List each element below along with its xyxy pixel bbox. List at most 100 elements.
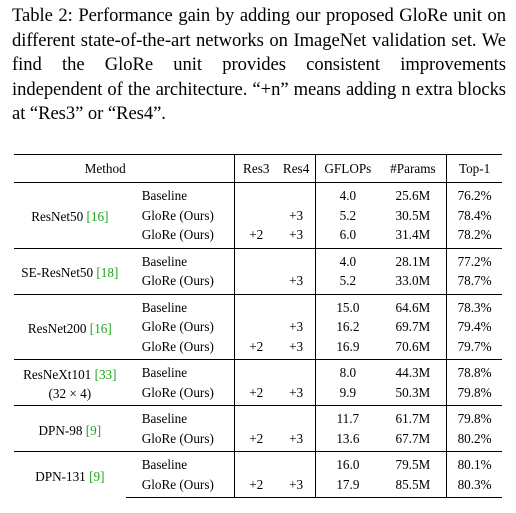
table-group: DPN-131 [9] Baseline 16.0 79.5M 80.1% GloRe (… [14,451,502,498]
res4-cell [277,359,316,383]
top1-cell: 78.4% [446,205,502,225]
top1-cell: 79.8% [446,405,502,429]
table-row: GloRe (Ours) +3 5.2 33.0M 78.7% [14,271,502,294]
top1-cell: 80.2% [446,428,502,452]
method-variant: Baseline [125,359,235,383]
res4-cell: +3 [277,474,316,498]
gflops-cell: 6.0 [315,225,380,248]
network-title: ResNet200 [27,320,87,336]
params-cell: 85.5M [379,474,447,498]
table-row: GloRe (Ours) +3 5.2 30.5M 78.4% [14,205,502,225]
citation-link[interactable]: [16] [86,209,109,225]
top1-cell: 79.8% [446,382,502,406]
network-title: DPN-131 [35,468,86,484]
res3-cell [234,317,278,337]
table-row: GloRe (Ours) +2 +3 17.9 85.5M 80.3% [14,474,502,498]
res4-cell: +3 [289,273,304,288]
top1-cell: 78.8% [446,359,502,383]
params-cell: 70.6M [395,338,431,354]
top1-cell: 80.3% [446,474,502,498]
table-group: ResNet200 [16] Baseline 15.0 64.6M 78.3% GloR… [14,293,502,360]
network-name: ResNeXt101 [33] (32 × 4) [14,359,126,406]
top1-cell: 79.7% [446,336,502,360]
params-cell: 61.7M [379,405,447,429]
top1-cell: 76.2% [446,182,502,206]
gflops-cell: 5.2 [315,205,380,225]
citation-link[interactable]: [18] [96,265,119,280]
gflops-cell: 4.0 [315,247,380,271]
network-name: ResNet50 [16] [14,183,126,249]
res4-cell: +3 [289,319,304,334]
header-res4: Res4 [277,154,316,183]
table-row: DPN-98 [9] Baseline 11.7 61.7M 79.8% [14,405,502,452]
res3-cell [234,451,278,475]
params-cell: 64.6M [379,293,447,317]
table-row: SE-ResNet50 [18] Baseline 4.0 28.1M 77.2% [14,247,502,294]
gflops-cell: 17.9 [315,474,380,498]
params-cell: 25.6M [395,188,431,203]
gflops-cell: 16.2 [315,317,380,337]
params-cell: 67.7M [395,430,431,446]
table-row: GloRe (Ours) +2 +3 16.9 70.6M 79.7% [14,336,502,360]
gflops-cell: 16.9 [315,336,380,360]
top1-cell: 77.2% [446,247,502,271]
method-variant: Baseline [125,293,235,317]
params-cell: 28.1M [379,247,447,271]
table-row: GloRe (Ours) +2 +3 9.9 50.3M 79.8% [14,382,502,406]
gflops-cell: 8.0 [315,359,380,383]
gflops-cell: 9.9 [315,382,380,406]
params-cell: 69.7M [395,319,431,334]
params-cell: 31.4M [395,227,431,242]
method-variant: GloRe (Ours) [141,430,214,446]
citation-link[interactable]: [9] [85,422,102,438]
network-name: SE-ResNet50 [18] [14,247,126,294]
res3-cell: +2 [234,382,278,406]
header-res3: Res3 [234,154,278,183]
citation-link[interactable]: [33] [94,367,117,382]
method-variant: Baseline [125,247,235,271]
table-group: SE-ResNet50 [18] Baseline 4.0 28.1M 77.2% Glo… [14,247,502,294]
res3-cell [234,182,278,206]
table-row: ResNet50 [16] Baseline 4.0 25.6M 76.2% [14,182,502,224]
res4-cell [277,405,316,429]
res4-cell: +3 [289,430,304,446]
network-label: DPN-131 [9] [14,467,126,486]
res3-cell [234,205,278,225]
res4-cell: +3 [289,207,304,223]
res3-cell: +2 [234,428,278,452]
res3-cell [234,405,278,429]
res3-cell [234,293,278,317]
method-variant: Baseline [125,405,235,429]
network-label: ResNeXt101 [33] [14,365,126,384]
table-group: ResNeXt101 [33] (32 × 4) Baseline 8.0 44.3M 7… [14,359,502,406]
method-variant: GloRe (Ours) [141,384,214,400]
top1-cell: 79.4% [446,317,502,337]
method-variant: Baseline [141,188,188,203]
results-table: Method Res3 Res4 GFLOPs #Params Top-1 Re… [14,154,502,498]
res3-cell [234,359,278,383]
method-variant: GloRe (Ours) [125,474,235,498]
table-caption: Table 2: Performance gain by adding our … [12,5,506,124]
res4-cell: +3 [289,227,304,242]
top1-cell: 78.7% [446,271,502,294]
top1-cell: 78.2% [446,225,502,248]
network-label: ResNet50 [16] [14,207,126,226]
header-params: #Params [379,154,447,183]
network-title: DPN-98 [38,422,83,438]
table-row: ResNet200 [16] Baseline 15.0 64.6M 78.3% [14,293,502,360]
citation-link[interactable]: [16] [89,320,112,336]
table-row: DPN-131 [9] Baseline 16.0 79.5M 80.1% [14,451,502,498]
network-name: DPN-131 [9] [14,451,126,498]
gflops-cell: 15.0 [315,293,380,317]
network-label: DPN-98 [9] [14,421,126,440]
gflops-cell: 13.6 [315,428,380,452]
citation-link[interactable]: [9] [89,468,105,484]
network-name: DPN-98 [9] [14,405,126,452]
table-header: Method Res3 Res4 GFLOPs #Params Top-1 [14,154,502,183]
gflops-cell: 5.2 [315,271,380,294]
res4-cell: +3 [289,338,304,354]
method-variant: GloRe (Ours) [141,207,214,223]
header-method-spacer [125,154,235,183]
network-subtitle: (32 × 4) [48,386,92,401]
res4-cell [277,247,316,271]
